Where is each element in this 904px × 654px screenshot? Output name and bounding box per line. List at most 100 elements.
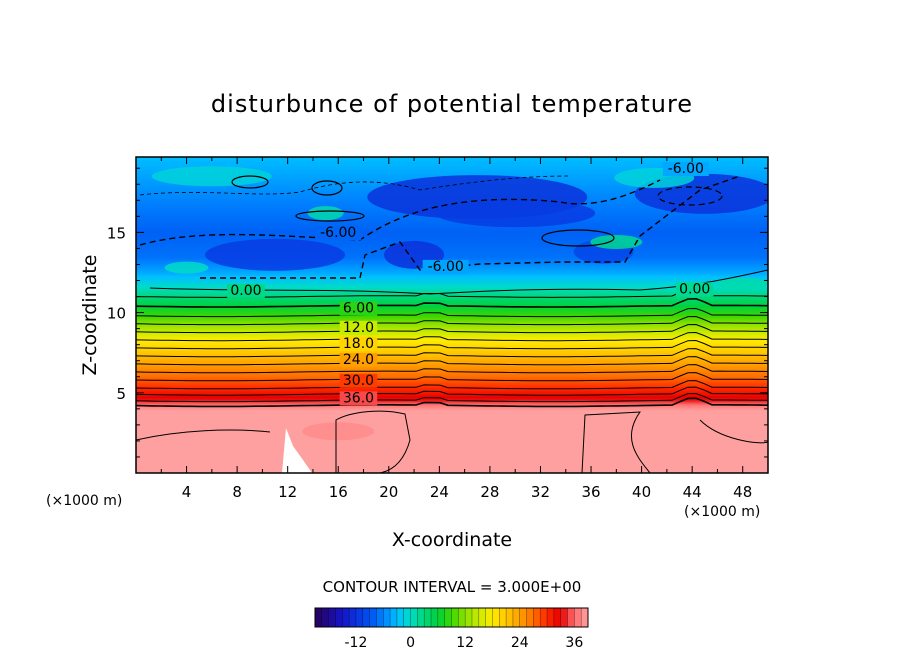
band — [136, 460, 768, 464]
band — [136, 160, 768, 164]
closed-contour — [541, 229, 615, 247]
band — [136, 454, 768, 458]
contour-line — [136, 315, 768, 326]
colorbar-cell — [526, 608, 534, 627]
band — [136, 409, 768, 413]
contour-label-bg — [422, 259, 469, 274]
band — [136, 282, 768, 286]
band — [136, 245, 768, 249]
band — [136, 352, 768, 355]
band — [136, 243, 768, 247]
band — [136, 436, 768, 440]
band — [136, 235, 768, 239]
contour-label-bg — [675, 282, 714, 297]
band — [136, 239, 768, 243]
band — [136, 357, 768, 361]
band — [136, 391, 768, 395]
band — [136, 292, 768, 296]
contour-line-negative — [139, 179, 661, 246]
band — [136, 280, 768, 284]
band — [136, 365, 768, 369]
contour-label: 24.0 — [343, 352, 374, 368]
band — [136, 225, 768, 229]
x-tick-label: 28 — [480, 483, 499, 501]
band — [136, 255, 768, 259]
band — [136, 373, 768, 377]
contour-label: 36.0 — [343, 390, 374, 406]
contour-line — [136, 386, 768, 396]
x-tick-label: 24 — [430, 483, 449, 501]
band — [136, 395, 768, 399]
band — [136, 462, 768, 466]
band — [136, 340, 768, 344]
colorbar-cell — [349, 608, 357, 627]
colorbar-cell — [417, 608, 425, 627]
band — [136, 442, 768, 446]
band — [136, 344, 768, 348]
colorbar-cell — [362, 608, 370, 627]
contour-label: -6.00 — [320, 225, 356, 241]
band — [136, 273, 768, 276]
band — [136, 377, 768, 381]
band — [136, 452, 768, 456]
colorbar-cell — [355, 608, 364, 627]
closed-contour — [311, 180, 343, 196]
band — [136, 247, 768, 251]
colorbar-cell — [342, 608, 350, 627]
band — [136, 334, 768, 338]
band — [136, 326, 768, 330]
contour-lines — [136, 175, 768, 473]
band — [136, 375, 768, 379]
colorbar-cell — [471, 608, 480, 627]
band — [136, 421, 768, 425]
colorbar-cell — [315, 608, 323, 627]
band — [136, 278, 768, 282]
contour-line — [136, 392, 768, 403]
colorbar-cell — [437, 608, 445, 627]
band — [136, 448, 768, 452]
x-tick-label: 8 — [232, 483, 242, 501]
band — [136, 419, 768, 423]
band — [136, 229, 768, 233]
x-unit-right: (×1000 m) — [684, 504, 760, 520]
band — [136, 241, 768, 245]
colorbar-cell — [519, 608, 527, 627]
band — [136, 431, 768, 434]
band — [136, 336, 768, 340]
band — [136, 168, 768, 172]
contour-interval-text: CONTOUR INTERVAL = 3.000E+00 — [323, 578, 582, 596]
band — [136, 456, 768, 460]
contour-label-bg — [339, 391, 378, 406]
colorbar-cell — [369, 608, 377, 627]
colorbar-cell — [424, 608, 432, 627]
band — [136, 438, 768, 442]
missing-data-region — [282, 428, 312, 473]
band — [136, 157, 768, 160]
band — [136, 427, 768, 431]
contour-line — [136, 297, 768, 308]
band — [136, 286, 768, 290]
colorbar-cell — [581, 608, 589, 627]
colorbar-tick-label: 24 — [511, 635, 529, 651]
x-tick-label: 12 — [278, 483, 297, 501]
x-tick-label: 44 — [683, 483, 702, 501]
x-axis-ticks: 4 8 12 16 20 24 28 32 36 40 44 48 — [160, 157, 752, 501]
colorbar-cell — [574, 608, 582, 627]
closed-contour — [295, 210, 365, 222]
band — [136, 316, 768, 320]
colorbar-cell — [553, 608, 561, 627]
x-tick-label: 36 — [581, 483, 600, 501]
anomaly-blob — [205, 238, 346, 271]
band — [136, 158, 768, 162]
y-axis-ticks: 5 10 15 — [107, 167, 768, 458]
band — [136, 170, 768, 174]
band — [136, 444, 768, 448]
band — [136, 411, 768, 415]
contour-label-bg — [315, 226, 362, 241]
anomaly-blob — [307, 206, 344, 221]
band — [136, 227, 768, 231]
band — [136, 415, 768, 419]
band — [136, 468, 768, 472]
colorbar-cell — [478, 608, 486, 627]
